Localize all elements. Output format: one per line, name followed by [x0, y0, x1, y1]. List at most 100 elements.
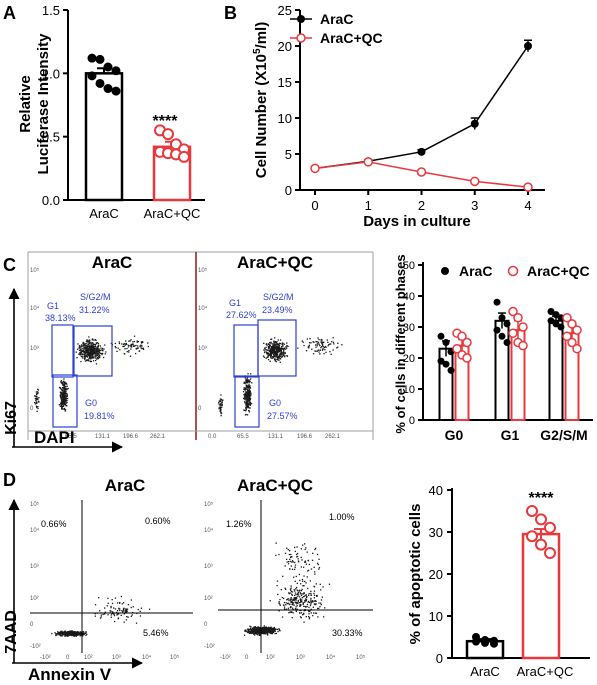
flow-d-right-dot — [293, 604, 295, 606]
flow-c-left-dot — [86, 344, 89, 346]
flow-c-right-dot — [220, 398, 223, 400]
flow-d-right-dot — [297, 601, 299, 603]
flow-c-left-dot — [61, 393, 63, 396]
flow-d-right-dot — [259, 627, 261, 629]
panel-c-point — [452, 343, 462, 354]
flow-c-left-dot — [63, 386, 65, 388]
flow-d-left-dot — [106, 605, 108, 607]
flow-d-right-dot — [258, 630, 260, 633]
flow-d-right-dot — [275, 632, 277, 635]
flow-c-left-dot — [63, 389, 65, 391]
flow-c-right-dot — [244, 387, 247, 389]
flow-d-right-dot — [301, 599, 303, 601]
flow-d-right-dot — [297, 590, 299, 592]
flow-c-right-dot — [222, 399, 224, 401]
flow-c-right-dot — [271, 346, 274, 348]
flow-d-left-dot — [62, 632, 65, 635]
flow-c-right-dot — [271, 349, 273, 351]
flow-c-right-dot — [286, 344, 288, 347]
flow-d-right-dot — [302, 593, 304, 595]
flow-c-right-dot — [269, 345, 271, 347]
flow-d-right-dot — [290, 553, 292, 556]
flow-c-left-dot — [128, 349, 130, 352]
flow-d-right-dot — [299, 605, 301, 607]
flow-d-right-dot — [287, 607, 289, 609]
flow-c-right-dot — [311, 348, 313, 350]
flow-c-left-dot — [84, 360, 86, 362]
flow-d-left-dot — [59, 633, 61, 636]
flow-c-left-dot — [123, 343, 125, 345]
flow-d-right-dot — [300, 590, 303, 592]
flow-c-right-dot — [249, 402, 252, 404]
flow-c-right-dot — [278, 344, 281, 347]
flow-d-right-dot — [268, 631, 271, 633]
flow-c-right-dot — [270, 354, 272, 356]
flow-d-left-dot — [78, 634, 80, 636]
flow-c-right-dot — [250, 392, 252, 394]
flow-c-left-dot — [82, 341, 84, 344]
flow-c-right-dot — [245, 407, 247, 409]
flow-c-right-dot — [273, 341, 275, 343]
flow-d-right-dot — [258, 632, 260, 634]
flow-c-left-dot — [62, 401, 64, 403]
flow-d-left-dot — [60, 631, 63, 634]
flow-d-right-dot — [255, 628, 257, 631]
panel-b-ytick-label: 0 — [285, 183, 292, 198]
flow-c-right-dot — [243, 388, 245, 390]
flow-c-left-dot — [36, 401, 38, 403]
flow-d-left-dot — [76, 631, 78, 633]
flow-c-left-dot — [97, 349, 99, 351]
flow-d-right-dot — [251, 629, 253, 631]
flow-c-left-dot — [83, 347, 86, 349]
flow-c-right-xtick: 196.6 — [297, 434, 313, 440]
flow-d-right-dot — [265, 629, 267, 631]
flow-c-right-dot — [322, 346, 325, 348]
flow-c-left-dot — [60, 391, 62, 394]
flow-c-right-dot — [219, 406, 221, 408]
panel-c-point — [518, 322, 528, 332]
flow-c-right-dot — [278, 354, 280, 356]
flow-c-left-dot — [125, 340, 127, 342]
flow-c-left-dot — [142, 348, 145, 350]
flow-d-left-dot — [126, 608, 129, 610]
flow-d-left-dot — [110, 610, 112, 612]
flow-c-left-dot — [89, 347, 91, 349]
flow-c-right-dot — [276, 343, 278, 345]
flow-c-left-gate-s — [73, 325, 113, 377]
flow-d-right-dot — [310, 600, 312, 602]
flow-c-right-dot — [249, 401, 251, 404]
flow-c-left-dot — [79, 348, 82, 350]
flow-d-left-dot — [114, 620, 116, 623]
flow-d-right-dot — [275, 554, 277, 557]
flow-c-left-dot — [87, 342, 89, 344]
flow-c-left-dot — [94, 352, 96, 355]
flow-c-left-dot — [87, 354, 89, 356]
panel-d-bar-ytick-label: 30 — [429, 525, 443, 540]
flow-d-right-dot — [280, 589, 282, 591]
flow-c-left-dot — [138, 350, 140, 352]
flow-c-right-dot — [307, 346, 309, 348]
flow-c-right-dot — [220, 400, 222, 402]
flow-c-left-dot — [94, 344, 96, 346]
flow-d-left-dot — [115, 611, 118, 614]
flow-d-left-dot — [75, 633, 77, 635]
flow-d-right-dot — [290, 565, 292, 567]
flow-d-right-dot — [300, 548, 302, 550]
flow-d-left-dot — [127, 616, 129, 618]
flow-c-left-dot — [79, 354, 82, 356]
flow-c-left-dot — [97, 357, 99, 360]
flow-d-right-dot — [250, 632, 252, 634]
flow-c-right-dot — [268, 353, 271, 355]
flow-d-right-dot — [289, 550, 291, 552]
flow-d-left-dot — [122, 602, 125, 604]
flow-c-right-dot — [246, 393, 248, 395]
panel-c-point — [508, 306, 518, 317]
flow-c-right-dot — [268, 347, 270, 349]
flow-d-right-dot — [300, 600, 302, 602]
flow-c-left-dot — [91, 356, 93, 358]
flow-d-right-dot — [317, 607, 319, 610]
flow-c-left-dot — [80, 355, 82, 358]
panel-c-bar-ytick-label: 20 — [403, 353, 415, 365]
flow-c-right-dot — [246, 392, 248, 394]
